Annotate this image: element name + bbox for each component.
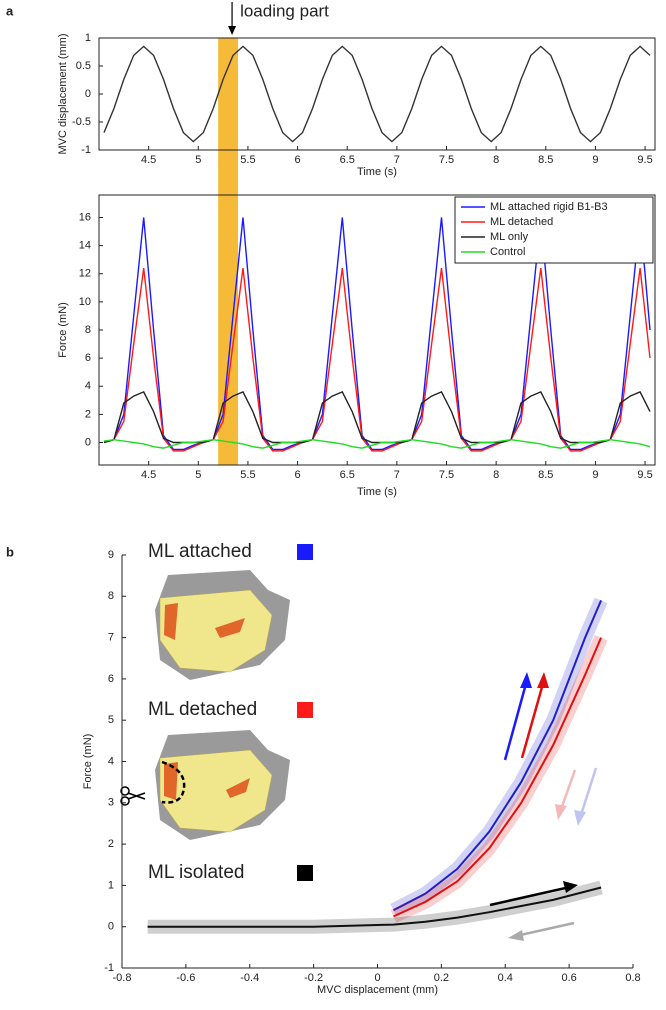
y-tick-label: -1 bbox=[104, 962, 114, 974]
plot-frame bbox=[98, 37, 656, 151]
legend-label: ML isolated bbox=[148, 862, 244, 883]
y-tick-label: 2 bbox=[85, 408, 91, 420]
x-tick-label: -0.6 bbox=[176, 972, 195, 984]
y-tick-label: 0 bbox=[85, 88, 91, 100]
panel-label: b bbox=[6, 544, 14, 559]
y-axis-label: MVC displacement (mm) bbox=[57, 33, 69, 154]
x-tick-label: 8 bbox=[493, 469, 499, 481]
series-band bbox=[147, 880, 603, 934]
highlight-band bbox=[218, 38, 238, 465]
model-image bbox=[155, 730, 290, 840]
x-tick-label: 5 bbox=[195, 154, 201, 166]
legend-swatch bbox=[297, 544, 313, 560]
y-tick-label: 7 bbox=[108, 632, 114, 644]
y-tick-label: 0.5 bbox=[76, 60, 91, 72]
model-image bbox=[155, 570, 290, 680]
y-tick-label: 1 bbox=[108, 879, 114, 891]
x-tick-label: 7.5 bbox=[439, 154, 454, 166]
series-band bbox=[390, 597, 608, 917]
y-tick-label: 16 bbox=[79, 211, 91, 223]
y-tick-label: 0 bbox=[85, 436, 91, 448]
x-axis-label: Time (s) bbox=[357, 166, 397, 178]
legend-label: ML attached rigid B1-B3 bbox=[490, 201, 608, 213]
series-line bbox=[103, 390, 651, 444]
x-tick-label: 5 bbox=[195, 469, 201, 481]
x-tick-label: 4.5 bbox=[141, 154, 156, 166]
x-tick-label: 5.5 bbox=[240, 154, 255, 166]
legend-label: ML only bbox=[490, 231, 529, 243]
legend-box bbox=[454, 196, 654, 264]
x-tick-label: 5.5 bbox=[240, 469, 255, 481]
annotation-arrowhead bbox=[228, 26, 237, 35]
y-tick-label: 10 bbox=[79, 296, 91, 308]
x-tick-label: 7 bbox=[394, 469, 400, 481]
legend-swatch bbox=[297, 702, 313, 718]
x-tick-label: 9.5 bbox=[637, 154, 652, 166]
scissors-icon bbox=[120, 786, 146, 806]
series-line bbox=[103, 45, 651, 143]
x-axis-label: MVC displacement (mm) bbox=[317, 984, 438, 996]
y-tick-label: 4 bbox=[108, 755, 114, 767]
direction-arrows bbox=[489, 672, 598, 941]
y-tick-label: -0.5 bbox=[72, 116, 91, 128]
x-tick-label: 6.5 bbox=[340, 469, 355, 481]
y-tick-label: 1 bbox=[85, 32, 91, 44]
x-tick-label: 7 bbox=[394, 154, 400, 166]
x-tick-label: 0.4 bbox=[498, 972, 513, 984]
y-tick-label: 9 bbox=[108, 549, 114, 561]
legend-label: ML detached bbox=[148, 699, 257, 720]
x-tick-label: -0.2 bbox=[304, 972, 323, 984]
y-tick-label: 4 bbox=[85, 380, 91, 392]
y-tick-label: 14 bbox=[79, 240, 91, 252]
legend-label: ML detached bbox=[490, 216, 553, 228]
legend-swatch bbox=[297, 865, 313, 881]
series-line bbox=[393, 637, 603, 918]
y-tick-label: -1 bbox=[81, 144, 91, 156]
y-tick-label: 2 bbox=[108, 838, 114, 850]
y-tick-label: 3 bbox=[108, 797, 114, 809]
series-line bbox=[103, 268, 651, 452]
y-tick-label: 0 bbox=[108, 921, 114, 933]
y-axis-label: Force (mN) bbox=[82, 734, 94, 790]
x-tick-label: 6 bbox=[295, 154, 301, 166]
x-tick-label: 0.2 bbox=[434, 972, 449, 984]
x-tick-label: 9.5 bbox=[637, 469, 652, 481]
x-tick-label: 4.5 bbox=[141, 469, 156, 481]
y-tick-label: 6 bbox=[85, 352, 91, 364]
x-tick-label: 8 bbox=[493, 154, 499, 166]
legend-label: Control bbox=[490, 246, 525, 258]
x-tick-label: 6 bbox=[295, 469, 301, 481]
legend-label: ML attached bbox=[148, 541, 252, 562]
x-tick-label: 0.8 bbox=[625, 972, 640, 984]
x-axis-label: Time (s) bbox=[357, 486, 397, 498]
x-tick-label: 8.5 bbox=[538, 154, 553, 166]
y-tick-label: 5 bbox=[108, 714, 114, 726]
series-line bbox=[393, 600, 603, 912]
x-tick-label: 0.6 bbox=[561, 972, 576, 984]
x-tick-label: 0 bbox=[374, 972, 380, 984]
x-tick-label: 8.5 bbox=[538, 469, 553, 481]
y-tick-label: 12 bbox=[79, 268, 91, 280]
annotation: loading part bbox=[240, 1, 329, 20]
series-line bbox=[147, 886, 602, 928]
x-tick-label: 9 bbox=[592, 154, 598, 166]
x-tick-label: -0.8 bbox=[113, 972, 132, 984]
y-tick-label: 8 bbox=[85, 324, 91, 336]
y-tick-label: 8 bbox=[108, 590, 114, 602]
y-tick-label: 6 bbox=[108, 673, 114, 685]
panel-label: a bbox=[6, 3, 14, 18]
x-tick-label: 6.5 bbox=[340, 154, 355, 166]
x-tick-label: 9 bbox=[592, 469, 598, 481]
y-axis-label: Force (mN) bbox=[57, 302, 69, 358]
x-tick-label: -0.4 bbox=[240, 972, 259, 984]
series-line bbox=[103, 217, 651, 451]
x-tick-label: 7.5 bbox=[439, 469, 454, 481]
series-line bbox=[103, 438, 651, 449]
